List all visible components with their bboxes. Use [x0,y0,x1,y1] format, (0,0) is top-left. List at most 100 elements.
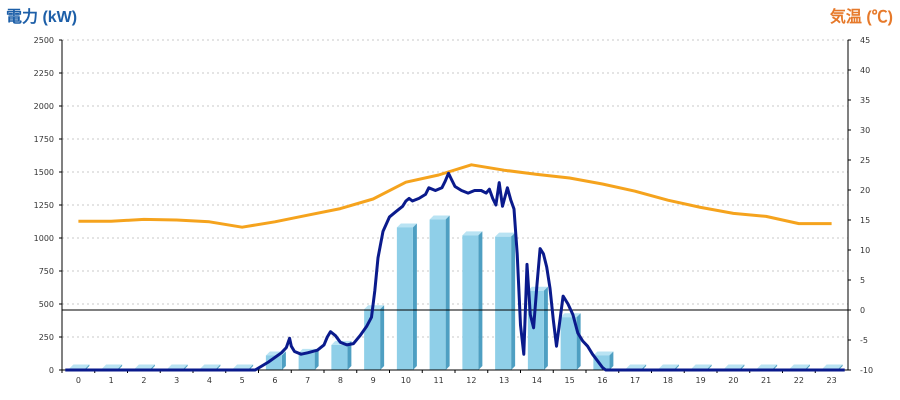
bar-side-face [347,340,352,370]
bar-front-face [495,236,512,370]
x-tick-label: 23 [827,376,837,385]
left-tick-label: 1250 [34,201,54,210]
left-tick-label: 500 [39,300,54,309]
bar-front-face [396,227,413,370]
x-tick-label: 15 [565,376,575,385]
bar-side-face [478,231,483,370]
bar-front-face [265,355,282,370]
right-tick-label: -10 [860,366,873,375]
bar-side-face [576,313,581,370]
bar-top-face [691,364,712,369]
bar-top-face [200,364,221,369]
bar-front-face [331,344,348,370]
bar-8 [331,340,352,370]
right-tick-label: 5 [860,276,865,285]
left-tick-label: 2250 [34,69,54,78]
bar-top-face [102,364,123,369]
x-tick-label: 5 [240,376,245,385]
bar-9 [364,305,385,370]
left-tick-label: 2000 [34,102,54,111]
bar-side-face [445,215,450,370]
bar-14 [527,286,548,370]
bar-13 [495,232,516,370]
bar-top-face [757,364,778,369]
x-tick-label: 21 [761,376,771,385]
x-tick-label: 10 [401,376,411,385]
bar-side-face [543,286,548,370]
left-tick-label: 2500 [34,36,54,45]
right-tick-label: 40 [860,66,870,75]
power-line [65,171,845,372]
right-tick-label: 30 [860,126,870,135]
x-tick-label: 7 [305,376,310,385]
left-tick-label: 1500 [34,168,54,177]
bar-top-face [134,364,155,369]
bar-top-face [462,231,483,236]
right-tick-label: -5 [860,336,868,345]
bar-front-face [429,219,446,370]
x-tick-label: 16 [597,376,607,385]
axes [59,39,851,373]
bar-top-face [429,215,450,220]
tick-labels: 02505007501000125015001750200022502500-1… [34,36,873,385]
left-tick-label: 1000 [34,234,54,243]
bar-side-face [609,351,614,370]
x-tick-label: 11 [434,376,444,385]
x-tick-label: 6 [272,376,277,385]
bar-top-face [396,223,417,228]
bar-side-face [314,348,319,370]
bar-top-face [233,364,254,369]
right-tick-label: 0 [860,306,865,315]
bar-side-face [281,351,286,370]
right-axis-title: 気温 (℃) [830,7,893,26]
line-series [65,163,845,372]
left-tick-label: 0 [49,366,54,375]
bar-top-face [495,232,516,237]
bar-side-face [511,232,516,370]
bar-front-face [527,290,544,370]
x-tick-label: 9 [371,376,376,385]
bar-front-face [298,352,315,370]
right-tick-label: 25 [860,156,870,165]
bar-11 [429,215,450,370]
left-axis-title: 電力 (kW) [6,7,77,26]
bar-top-face [789,364,810,369]
bar-top-face [724,364,745,369]
x-tick-label: 12 [466,376,476,385]
right-tick-label: 20 [860,186,870,195]
x-tick-label: 13 [499,376,509,385]
x-tick-label: 2 [141,376,146,385]
x-tick-label: 18 [663,376,673,385]
bar-top-face [167,364,188,369]
bar-front-face [560,317,577,370]
bar-top-face [69,364,90,369]
x-tick-label: 4 [207,376,212,385]
bar-12 [462,231,483,370]
x-tick-label: 22 [794,376,804,385]
x-tick-label: 20 [728,376,738,385]
x-tick-label: 1 [109,376,114,385]
bar-15 [560,313,581,370]
x-tick-label: 17 [630,376,640,385]
x-tick-label: 3 [174,376,179,385]
left-tick-label: 250 [39,333,54,342]
bar-side-face [380,305,385,370]
bar-top-face [560,313,581,318]
bar-series [69,215,843,370]
right-tick-label: 45 [860,36,870,45]
bar-front-face [462,235,479,370]
bar-top-face [658,364,679,369]
x-tick-label: 14 [532,376,542,385]
right-tick-label: 10 [860,246,870,255]
left-tick-label: 1750 [34,135,54,144]
bar-top-face [626,364,647,369]
x-tick-label: 19 [696,376,706,385]
right-tick-label: 15 [860,216,870,225]
bar-top-face [593,351,614,356]
grid [62,39,848,338]
bar-10 [396,223,417,370]
x-tick-label: 0 [76,376,81,385]
temperature-line [78,163,832,229]
left-tick-label: 750 [39,267,54,276]
